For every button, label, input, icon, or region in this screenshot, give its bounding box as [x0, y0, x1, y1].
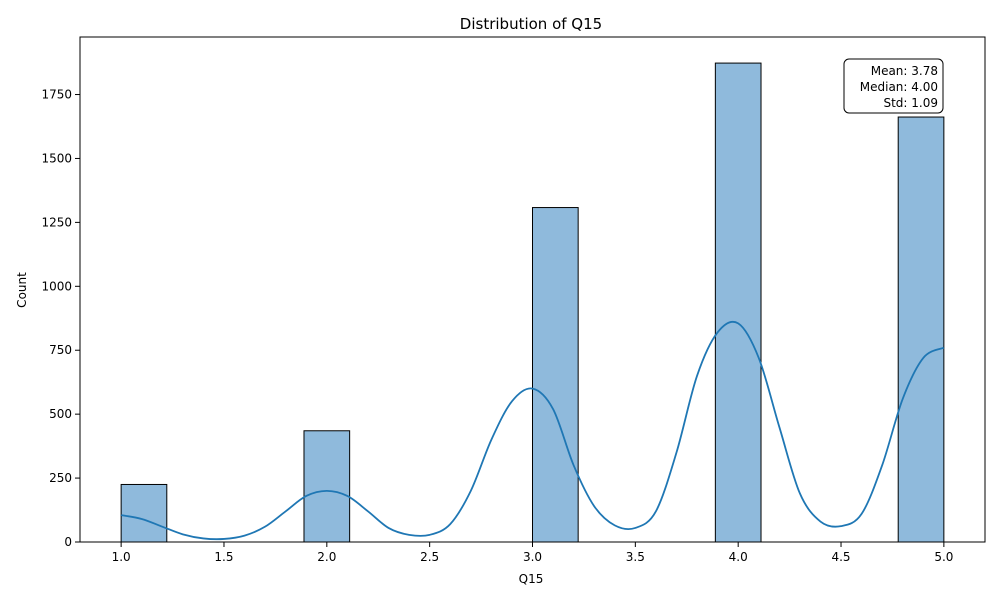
y-tick-label: 0 — [64, 535, 72, 549]
y-tick-label: 1000 — [41, 279, 72, 293]
kde-line — [120, 320, 945, 541]
chart-title: Distribution of Q15 — [460, 15, 602, 33]
histogram-bar-2 — [303, 430, 351, 543]
histogram-bar-1 — [120, 483, 168, 543]
y-tick-label: 750 — [49, 343, 72, 357]
x-tick-label: 1.5 — [214, 550, 233, 564]
x-tick-label: 4.0 — [729, 550, 748, 564]
stats-median: Median: 4.00 — [860, 80, 938, 94]
y-tick-label: 250 — [49, 471, 72, 485]
y-axis-ticks: 0 250 500 750 1000 1250 1500 1750 — [41, 88, 80, 549]
stats-mean: Mean: 3.78 — [871, 64, 938, 78]
y-tick-label: 500 — [49, 407, 72, 421]
y-tick-label: 1500 — [41, 151, 72, 165]
x-axis-ticks: 1.0 1.5 2.0 2.5 3.0 3.5 4.0 4.5 5.0 — [112, 542, 953, 564]
y-axis-label: Count — [15, 272, 29, 308]
y-tick-label: 1250 — [41, 215, 72, 229]
x-tick-label: 3.0 — [523, 550, 542, 564]
x-tick-label: 4.5 — [831, 550, 850, 564]
y-tick-label: 1750 — [41, 88, 72, 102]
histogram-bar-4 — [714, 62, 762, 543]
x-tick-label: 3.5 — [626, 550, 645, 564]
x-tick-label: 1.0 — [112, 550, 131, 564]
stats-box: Mean: 3.78 Median: 4.00 Std: 1.09 — [843, 58, 944, 114]
bars-group — [120, 62, 945, 543]
x-tick-label: 2.0 — [317, 550, 336, 564]
histogram-bar-3 — [532, 207, 579, 543]
x-tick-label: 5.0 — [934, 550, 953, 564]
x-axis-label: Q15 — [519, 572, 544, 586]
histogram-bar-5 — [897, 116, 945, 543]
stats-std: Std: 1.09 — [883, 96, 938, 110]
stats-box-frame — [843, 58, 944, 114]
x-tick-label: 2.5 — [420, 550, 439, 564]
